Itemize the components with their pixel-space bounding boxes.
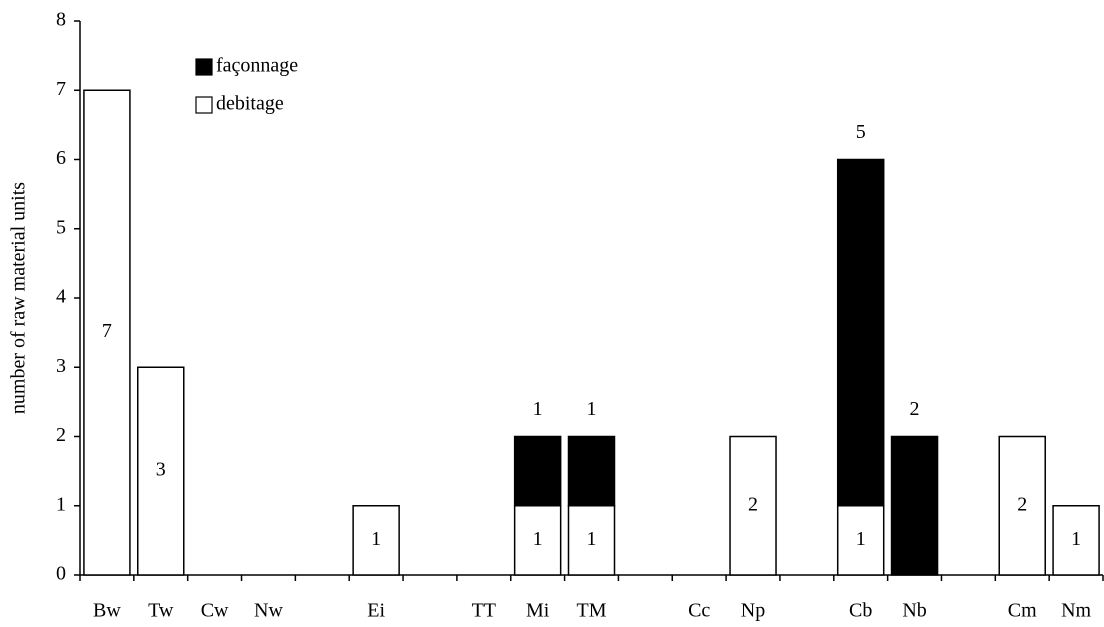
bar-segment — [1052, 505, 1100, 576]
legend-swatch — [195, 96, 213, 114]
data-label: 1 — [533, 528, 543, 550]
bar-segment — [137, 366, 185, 576]
y-tick-label: 6 — [56, 147, 66, 169]
data-label: 7 — [102, 320, 112, 342]
bar-segment — [890, 435, 939, 576]
x-tick-label: Nw — [254, 600, 283, 622]
bar-segment — [729, 435, 777, 576]
data-label: 1 — [1071, 528, 1081, 550]
bar-segment — [352, 505, 400, 576]
x-tick-label: TM — [577, 600, 607, 622]
x-tick-label: TT — [472, 600, 496, 622]
x-tick-label: Np — [741, 600, 765, 622]
x-tick-label: Cc — [688, 600, 710, 622]
x-tick-label: Tw — [148, 600, 174, 622]
y-tick-label: 3 — [56, 355, 66, 377]
bar-segment — [998, 435, 1046, 576]
x-tick-label: Cw — [201, 600, 229, 622]
data-label: 1 — [856, 528, 866, 550]
x-tick-label: Bw — [93, 600, 121, 622]
data-label: 1 — [587, 398, 597, 420]
y-tick-label: 7 — [56, 78, 66, 100]
y-tick-label: 8 — [56, 9, 66, 31]
x-tick-label: Ei — [367, 600, 385, 622]
bar-segment — [83, 89, 131, 576]
y-tick-label: 5 — [56, 216, 66, 238]
x-tick-label: Cb — [849, 600, 872, 622]
legend-swatch — [195, 58, 213, 76]
y-axis-label: number of raw material units — [8, 182, 30, 414]
bar-segment — [513, 435, 562, 507]
data-label: 3 — [156, 459, 166, 481]
x-tick-label: Cm — [1008, 600, 1037, 622]
legend-label: debitage — [216, 93, 284, 115]
y-tick-label: 1 — [56, 493, 66, 515]
x-tick-label: Nm — [1061, 600, 1091, 622]
bar-segment — [836, 158, 885, 507]
data-label: 5 — [856, 121, 866, 143]
y-tick-label: 0 — [56, 563, 66, 585]
legend-label: façonnage — [216, 55, 298, 77]
data-label: 2 — [1017, 493, 1027, 515]
data-label: 2 — [910, 398, 920, 420]
data-label: 1 — [533, 398, 543, 420]
data-label: 1 — [371, 528, 381, 550]
data-label: 1 — [587, 528, 597, 550]
bar-segment — [567, 435, 616, 507]
y-tick-label: 2 — [56, 424, 66, 446]
bar-segment — [836, 505, 885, 576]
data-label: 2 — [748, 493, 758, 515]
y-tick-label: 4 — [56, 286, 66, 308]
x-tick-label: Mi — [526, 600, 550, 622]
bar-segment — [513, 505, 562, 576]
x-tick-label: Nb — [902, 600, 926, 622]
